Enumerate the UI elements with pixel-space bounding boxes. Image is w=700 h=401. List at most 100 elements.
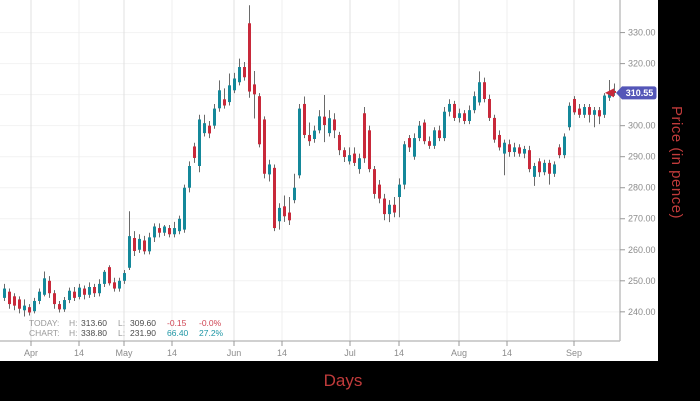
y-axis-ticks: 240.00 250.00 260.00 270.00 280.00 290.00 300.… <box>620 28 656 317</box>
legend-chart-label: CHART: <box>29 328 60 338</box>
y-tick-label: 270.00 <box>628 214 656 224</box>
candle <box>558 147 561 156</box>
candle <box>563 136 566 156</box>
candle <box>463 113 466 122</box>
y-axis-title: Price (in pence) <box>668 106 685 220</box>
legend-row-chart: CHART: H: 338.80 L: 231.90 66.40 27.2% <box>29 328 233 338</box>
candle <box>548 162 551 174</box>
candle <box>518 147 521 154</box>
candle <box>363 113 366 159</box>
legend-row-today: TODAY: H: 313.60 L: 309.60 -0.15 -0.0% <box>29 318 233 328</box>
candle <box>83 288 86 295</box>
candlestick-chart[interactable]: 240.00 250.00 260.00 270.00 280.00 290.00 300.… <box>0 0 658 361</box>
candle <box>528 150 531 170</box>
candle <box>503 142 506 154</box>
x-tick-label: 14 <box>277 348 287 358</box>
candle <box>323 116 326 126</box>
candle <box>188 166 191 188</box>
candle <box>498 134 501 148</box>
candle <box>298 108 301 176</box>
legend-chart-change: 66.40 <box>167 328 189 338</box>
candle <box>338 134 341 151</box>
candle <box>458 113 461 118</box>
x-tick-label: May <box>115 348 133 358</box>
candle <box>208 125 211 134</box>
candle <box>383 198 386 215</box>
candle <box>193 146 196 158</box>
legend-chart-low-key: L: <box>118 328 126 338</box>
legend-today-high-value: 313.60 <box>81 318 107 328</box>
candle <box>533 166 536 177</box>
candle <box>248 23 251 92</box>
candle <box>448 103 451 112</box>
candle <box>468 110 471 122</box>
candle <box>488 98 491 118</box>
candle <box>263 119 266 174</box>
candle <box>163 226 166 233</box>
legend-chart-change-pct: 27.2% <box>199 328 224 338</box>
candle <box>373 169 376 194</box>
candle <box>153 226 156 238</box>
axis-frame <box>0 0 621 342</box>
candle <box>223 99 226 106</box>
x-tick-label: 14 <box>74 348 84 358</box>
candle <box>568 105 571 128</box>
candle <box>588 107 591 115</box>
candle <box>433 130 436 146</box>
candle <box>53 293 56 305</box>
y-tick-label: 320.00 <box>628 59 656 69</box>
candle <box>523 148 526 154</box>
candle <box>473 96 476 111</box>
candle <box>483 82 486 99</box>
candle <box>3 288 6 298</box>
candle <box>258 96 261 145</box>
y-tick-label: 290.00 <box>628 152 656 162</box>
x-tick-label: Apr <box>24 348 38 358</box>
horizontal-gridlines <box>0 32 620 313</box>
candle <box>603 95 606 115</box>
candle <box>18 299 21 309</box>
candle <box>73 291 76 298</box>
candle <box>443 111 446 139</box>
candle <box>158 228 161 233</box>
candle <box>113 282 116 289</box>
candle <box>228 85 231 103</box>
candle <box>353 153 356 163</box>
candle <box>283 206 286 217</box>
candle-wicks <box>4 5 615 317</box>
candle <box>308 134 311 142</box>
x-tick-label: Jun <box>227 348 242 358</box>
candle <box>453 103 456 118</box>
candle <box>573 98 576 113</box>
candle <box>578 108 581 115</box>
candle <box>388 204 391 215</box>
candle <box>123 273 126 281</box>
candle <box>428 141 431 146</box>
candle <box>213 108 216 126</box>
candle <box>23 305 26 311</box>
x-axis-title-strip: Days <box>0 361 700 401</box>
legend-today-change-pct: -0.0% <box>199 318 222 328</box>
x-tick-label: 14 <box>394 348 404 358</box>
vertical-gridlines <box>30 0 575 341</box>
y-tick-label: 330.00 <box>628 28 656 38</box>
legend-chart-high-value: 338.80 <box>81 328 107 338</box>
candle <box>593 110 596 115</box>
candle <box>8 291 11 305</box>
legend-today-low-key: L: <box>118 318 126 328</box>
candle <box>343 150 346 158</box>
last-price-arrow-icon <box>605 88 614 98</box>
candle <box>138 238 141 250</box>
x-axis-title: Days <box>323 371 363 390</box>
candle <box>93 287 96 294</box>
x-tick-label: 14 <box>502 348 512 358</box>
legend-today-high-key: H: <box>69 318 78 328</box>
chart-legend: TODAY: H: 313.60 L: 309.60 -0.15 -0.0% C… <box>29 318 233 338</box>
candle <box>413 138 416 157</box>
y-tick-label: 240.00 <box>628 307 656 317</box>
candle <box>218 90 221 109</box>
candle-bodies <box>3 23 616 313</box>
candle <box>238 67 241 83</box>
candle <box>493 117 496 140</box>
candle <box>203 123 206 134</box>
